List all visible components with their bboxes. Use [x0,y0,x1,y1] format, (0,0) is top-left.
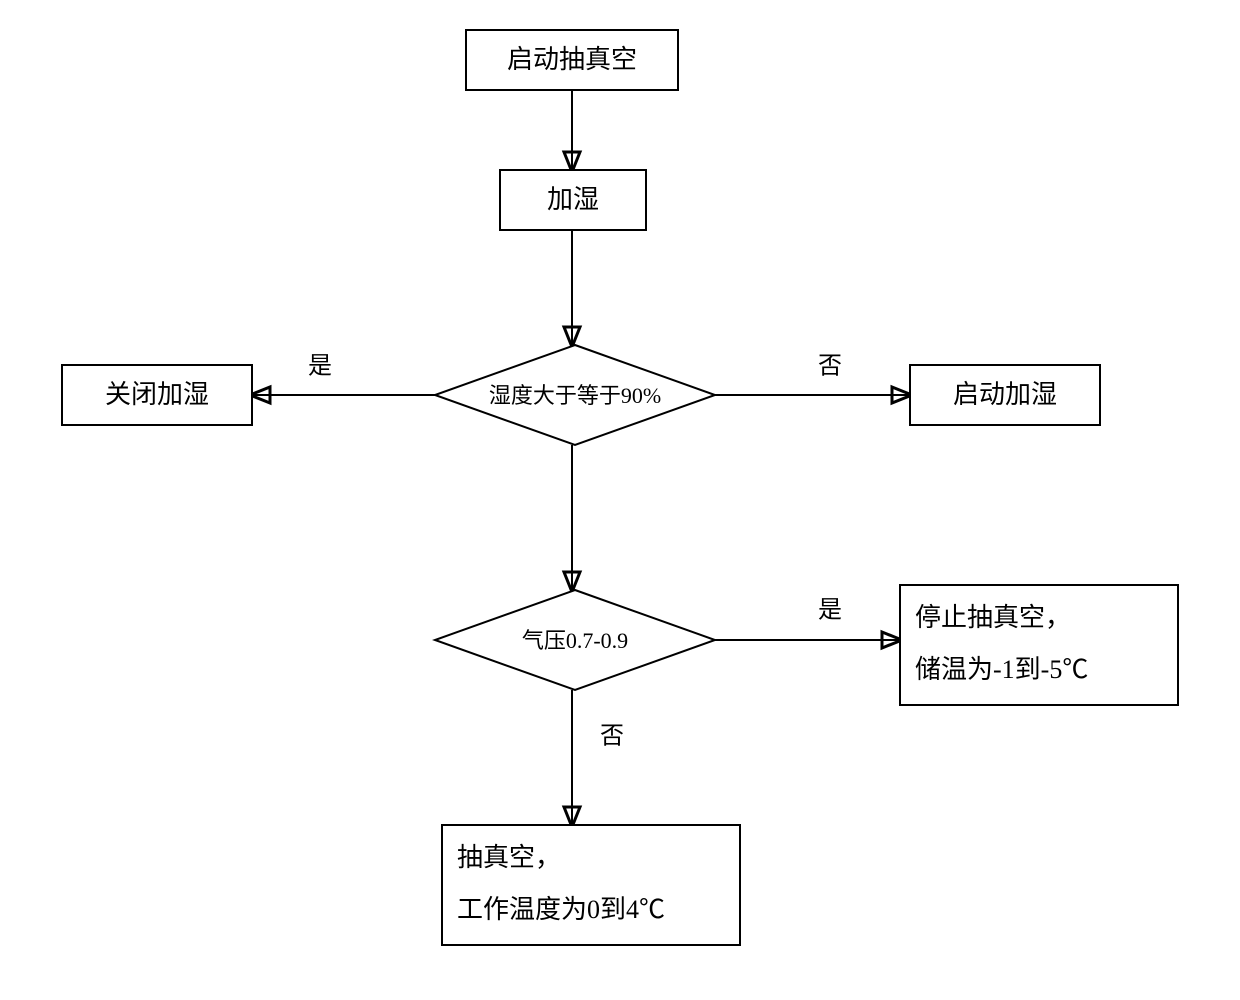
node-decision-humidity-label: 湿度大于等于90% [489,383,661,408]
label-yes-2: 是 [818,598,842,624]
node-decision-pressure-label: 气压0.7-0.9 [522,628,628,653]
label-no-1: 否 [818,354,842,380]
node-start-vacuum-label: 启动抽真空 [507,45,637,74]
label-yes-1: 是 [308,354,332,380]
node-start-humidify-label: 启动加湿 [953,380,1057,409]
node-humidify-label: 加湿 [547,185,599,214]
label-no-2: 否 [600,724,624,750]
node-vacuum-work-line1: 抽真空， [457,843,561,872]
node-stop-vacuum-line2: 储温为-1到-5℃ [915,655,1088,684]
node-close-humidify-label: 关闭加湿 [105,380,209,409]
node-vacuum-work-line2: 工作温度为0到4℃ [457,895,665,924]
node-stop-vacuum-line1: 停止抽真空， [915,603,1071,632]
flowchart-canvas: 是 否 是 否 启动抽真空 加湿 湿度大于等于90% 关闭加湿 启动加湿 气压0… [0,0,1240,1000]
